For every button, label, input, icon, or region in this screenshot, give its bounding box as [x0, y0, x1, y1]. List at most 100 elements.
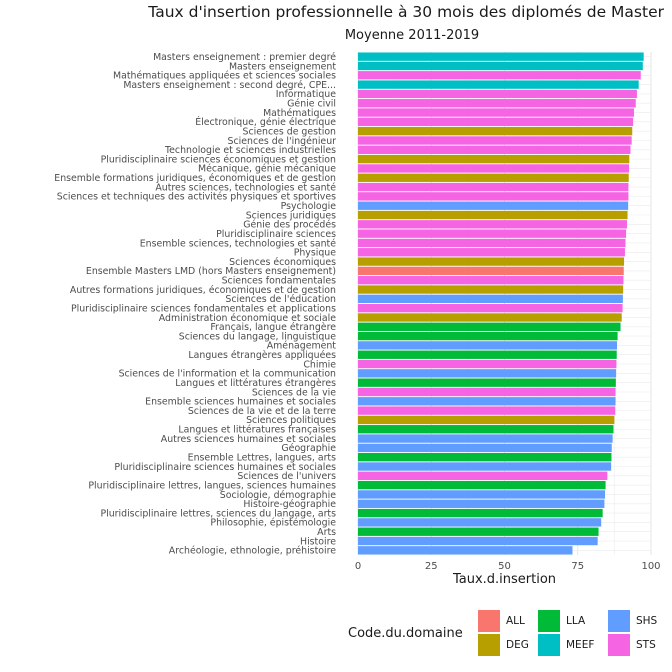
category-label: Langues étrangères appliquées	[188, 350, 336, 361]
bar	[358, 434, 613, 443]
category-label: Ensemble sciences humaines et sociales	[145, 397, 336, 408]
bar	[358, 425, 614, 434]
x-tick-label: 75	[571, 561, 584, 572]
legend-key	[478, 634, 500, 656]
category-label: Sciences de l'ingénieur	[228, 136, 337, 147]
bar	[358, 276, 624, 285]
legend-key	[538, 610, 560, 632]
category-label: Pluridisciplinaire sciences fondamentale…	[71, 303, 336, 314]
bar	[358, 89, 637, 99]
category-label: Archéologie, ethnologie, préhistoire	[169, 546, 336, 557]
category-label: Mécanique, génie mécanique	[198, 164, 336, 175]
bar	[358, 108, 635, 117]
legend-label: MEEF	[566, 639, 595, 651]
category-label: Sciences fondamentales	[222, 276, 337, 287]
chart-title: Taux d'insertion professionnelle à 30 mo…	[148, 3, 664, 21]
category-label: Autres sciences, technologies et santé	[155, 182, 336, 193]
bar	[358, 471, 608, 481]
category-label: Masters enseignement : premier degré	[153, 52, 336, 63]
bar	[358, 387, 616, 397]
legend-label: SHS	[636, 615, 658, 627]
x-axis-label: Taux.d.insertion	[452, 572, 557, 587]
bar	[358, 99, 636, 108]
bar	[358, 518, 602, 527]
bar	[358, 201, 629, 210]
category-label: Sciences de la vie et de la terre	[188, 406, 336, 417]
category-label: Langues et littératures étrangères	[175, 378, 336, 389]
legend: Code.du.domaine ALL DEG LLA MEEF SHS STS	[348, 610, 668, 660]
bar	[358, 331, 618, 341]
bar	[358, 192, 629, 201]
category-label: Technologie et sciences industrielles	[164, 145, 336, 156]
bar	[358, 257, 625, 266]
category-label: Aménagement	[267, 341, 337, 352]
x-tick-label: 0	[355, 561, 361, 572]
category-label: Pluridisciplinaire sciences humaines et …	[114, 462, 336, 473]
bar	[358, 480, 606, 490]
bar	[358, 350, 617, 359]
category-label: Sciences économiques	[229, 257, 336, 268]
category-label: Ensemble sciences, technologies et santé	[140, 238, 336, 249]
bar	[358, 369, 617, 378]
bar	[358, 238, 626, 248]
category-label: Masters enseignement	[229, 61, 336, 72]
category-label: Sociologie, démographie	[220, 490, 336, 501]
legend-label: LLA	[566, 615, 586, 627]
category-label: Sciences de la vie	[252, 387, 336, 398]
bar	[358, 508, 603, 518]
x-tick-label: 100	[641, 561, 660, 572]
bar	[358, 546, 573, 555]
bar	[358, 52, 644, 61]
bar	[358, 154, 630, 164]
bar	[358, 220, 627, 229]
bar	[358, 341, 618, 350]
category-label: Génie civil	[287, 99, 336, 110]
bar	[358, 406, 616, 415]
x-axis-ticks: 0 25 50 75 100	[355, 561, 661, 572]
category-label: Génie des procédés	[243, 220, 336, 231]
legend-label: DEG	[506, 639, 529, 651]
category-label: Autres formations juridiques, économique…	[70, 285, 336, 296]
bar	[358, 303, 623, 313]
category-label: Langues et littératures françaises	[178, 425, 336, 436]
bar	[358, 462, 612, 471]
category-label: Pluridisciplinaire sciences économiques …	[101, 154, 336, 165]
category-label: Ensemble Lettres, langues, arts	[188, 452, 336, 463]
bar	[358, 313, 622, 322]
legend-key	[608, 610, 630, 632]
bar	[358, 61, 643, 71]
chart-subtitle: Moyenne 2011-2019	[344, 28, 480, 43]
bar	[358, 145, 631, 154]
category-label: Sciences de l'éducation	[225, 294, 336, 305]
category-label: Électronique, génie électrique	[195, 116, 336, 128]
category-label: Sciences du langage, linguistique	[179, 331, 336, 342]
category-label: Mathématiques	[263, 108, 336, 119]
category-label: Français, langue étrangère	[210, 322, 336, 333]
bars	[358, 52, 644, 555]
bar	[358, 359, 617, 369]
category-label: Administration économique et sociale	[159, 313, 336, 324]
category-label: Philosophie, épistémologie	[210, 518, 336, 529]
category-label: Ensemble Masters LMD (hors Masters ensei…	[86, 266, 336, 277]
category-label: Autres sciences humaines et sociales	[161, 434, 336, 445]
category-label: Chimie	[303, 359, 336, 370]
bar	[358, 126, 633, 136]
bar	[358, 173, 629, 182]
bar	[358, 397, 616, 406]
category-label: Physique	[294, 248, 337, 259]
category-label: Sciences de l'information et la communic…	[119, 369, 336, 380]
bar	[358, 136, 632, 145]
bar	[358, 322, 621, 331]
category-label: Sciences juridiques	[246, 210, 336, 221]
category-label: Sciences de gestion	[243, 126, 337, 137]
bar	[358, 536, 598, 546]
category-label: Masters enseignement : second degré, CPE…	[123, 80, 336, 91]
bar	[358, 210, 628, 220]
category-label: Pluridisciplinaire sciences	[216, 229, 336, 240]
bar	[358, 453, 612, 462]
bar	[358, 285, 624, 294]
category-labels: Masters enseignement : premier degréMast…	[54, 52, 336, 557]
legend-label: STS	[636, 639, 656, 651]
legend-label: ALL	[506, 615, 525, 627]
